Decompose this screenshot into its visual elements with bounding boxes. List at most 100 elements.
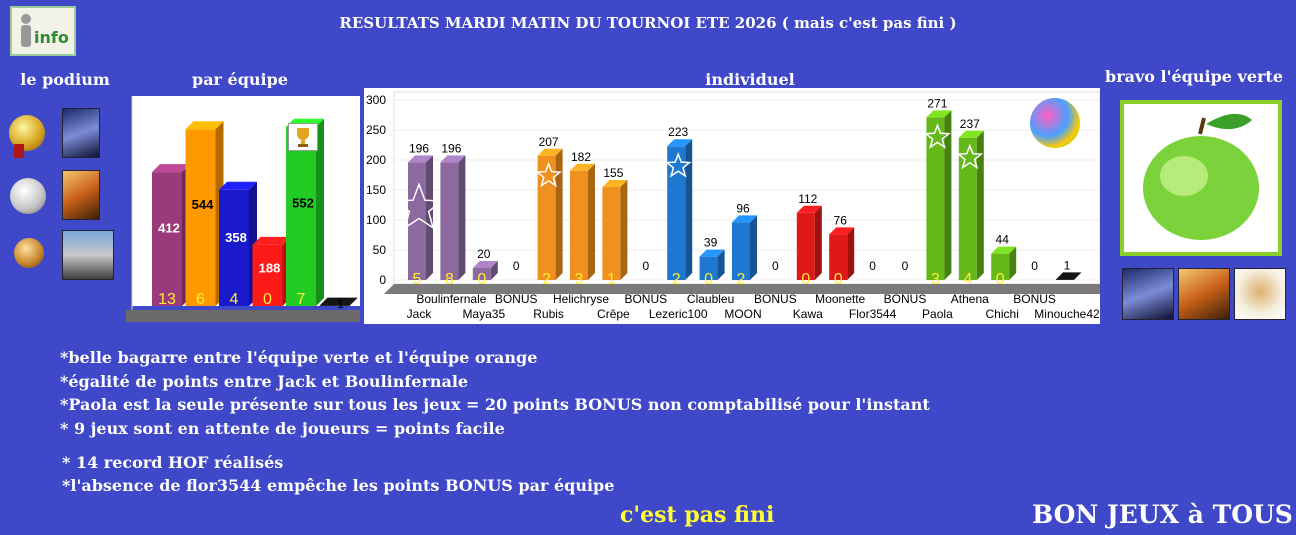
y-tick-label: 250 — [366, 123, 386, 137]
footer-greeting: BON JEUX à TOUS — [1032, 500, 1293, 529]
bronze-medal-icon — [14, 238, 44, 268]
ind-bar-16 — [926, 110, 952, 281]
y-tick-label: 150 — [366, 183, 386, 197]
ind-count-label: 2 — [672, 271, 681, 288]
y-tick-label: 0 — [379, 273, 386, 287]
ind-bar-4 — [537, 148, 563, 280]
ind-value-label: 0 — [902, 259, 909, 273]
y-tick-label: 50 — [373, 243, 387, 257]
ind-count-label: 8 — [445, 271, 454, 288]
ind-count-label: 0 — [996, 271, 1005, 288]
trophy-icon — [288, 123, 318, 151]
ind-category-label: BONUS — [754, 292, 797, 306]
ind-category-label: Jack — [407, 307, 433, 321]
page-title: RESULTATS MARDI MATIN DU TOURNOI ETE 202… — [339, 14, 957, 32]
speaker-figure-icon — [21, 14, 31, 47]
ind-category-label: Maya35 — [462, 307, 505, 321]
team-count-label: 6 — [196, 291, 205, 308]
ind-category-label: Minouche42 — [1034, 307, 1100, 321]
ind-count-label: 2 — [737, 271, 746, 288]
ind-category-label: Lezeric100 — [649, 307, 708, 321]
star-icon — [956, 143, 984, 170]
ind-value-label: 39 — [704, 236, 718, 250]
team-value-label: 552 — [292, 195, 314, 210]
ind-bar-10 — [732, 215, 757, 280]
y-tick-label: 300 — [366, 93, 386, 107]
green-apple-icon — [1143, 113, 1259, 240]
ind-category-label: Flor3544 — [849, 307, 897, 321]
notes-block-2: * 14 record HOF réalisés *l'absence de f… — [62, 451, 614, 497]
tiger-avatar-icon — [62, 108, 100, 158]
ind-value-label: 0 — [1031, 259, 1038, 273]
ind-category-label: MOON — [724, 307, 761, 321]
ind-count-label: 3 — [575, 271, 584, 288]
team-value-label: 188 — [259, 260, 281, 275]
ind-bar-5 — [570, 163, 595, 280]
footer-status: c'est pas fini — [620, 502, 775, 528]
ind-value-label: 271 — [927, 96, 947, 110]
team-value-label: 358 — [225, 230, 247, 245]
ind-value-label: 196 — [441, 141, 461, 155]
y-tick-label: 200 — [366, 153, 386, 167]
warrior-avatar-icon-2 — [1178, 268, 1230, 320]
note-line: *l'absence de flor3544 empêche les point… — [62, 476, 615, 495]
ind-category-label: Helichryse — [553, 292, 609, 306]
team-chart-label: par équipe — [192, 70, 288, 89]
team-value-label: 1 — [337, 297, 344, 311]
notes-block: *belle bagarre entre l'équipe verte et l… — [60, 346, 930, 440]
ind-value-label: 0 — [869, 259, 876, 273]
ind-count-label: 4 — [963, 271, 972, 288]
ind-category-label: Kawa — [793, 307, 823, 321]
ind-value-label: 223 — [668, 125, 688, 139]
ind-category-label: BONUS — [1013, 292, 1056, 306]
ind-value-label: 0 — [513, 259, 520, 273]
ind-count-label: 0 — [477, 271, 486, 288]
note-line: * 14 record HOF réalisés — [62, 453, 284, 472]
note-line: *belle bagarre entre l'équipe verte et l… — [60, 348, 538, 367]
ind-bar-8 — [667, 139, 693, 280]
ind-value-label: 155 — [603, 166, 623, 180]
ind-category-label: Boulinfernale — [416, 292, 486, 306]
info-logo: info — [10, 6, 76, 56]
team-count-label: 4 — [230, 291, 239, 308]
team-bar-orange — [185, 121, 224, 306]
ind-value-label: 112 — [798, 192, 817, 206]
ind-count-label: 0 — [801, 271, 810, 288]
star-icon — [394, 182, 444, 230]
star-icon — [664, 152, 692, 178]
ind-category-label: Chichi — [986, 307, 1019, 321]
ind-count-label: 5 — [413, 271, 422, 288]
warrior-avatar-icon — [62, 170, 100, 220]
ind-count-label: 1 — [607, 271, 616, 288]
gold-ribbon — [14, 144, 24, 158]
ind-value-label: 0 — [772, 259, 779, 273]
podium-label: le podium — [20, 70, 110, 89]
ind-category-label: Rubis — [533, 307, 564, 321]
bravo-label: bravo l'équipe verte — [1105, 67, 1283, 86]
ind-value-label: 96 — [736, 201, 750, 215]
team-count-label: 7 — [297, 291, 306, 308]
ind-value-label: 76 — [834, 213, 848, 227]
ind-bar-0 — [408, 155, 433, 280]
tiger-avatar-icon-2 — [1122, 268, 1174, 320]
ind-value-label: 196 — [409, 141, 429, 155]
star-icon — [535, 161, 563, 188]
individual-chart-label: individuel — [705, 70, 795, 89]
note-line: * 9 jeux sont en attente de joueurs = po… — [60, 418, 505, 438]
ind-value-label: 20 — [477, 247, 491, 261]
team-value-label: 412 — [158, 220, 180, 235]
ind-value-label: 207 — [539, 135, 559, 149]
ind-bar-18 — [991, 246, 1017, 280]
ind-bar-20 — [1056, 272, 1081, 280]
ind-bar-2 — [472, 261, 498, 280]
ind-category-label: Moonette — [815, 292, 865, 306]
ind-count-label: 0 — [834, 271, 843, 288]
ind-value-label: 44 — [996, 233, 1010, 247]
silver-medal-icon — [10, 178, 46, 214]
star-icon — [923, 123, 951, 149]
ind-bar-12 — [796, 205, 822, 280]
ind-bar-17 — [958, 130, 984, 280]
ind-category-label: Paola — [922, 307, 953, 321]
team-bar-black — [319, 297, 358, 306]
